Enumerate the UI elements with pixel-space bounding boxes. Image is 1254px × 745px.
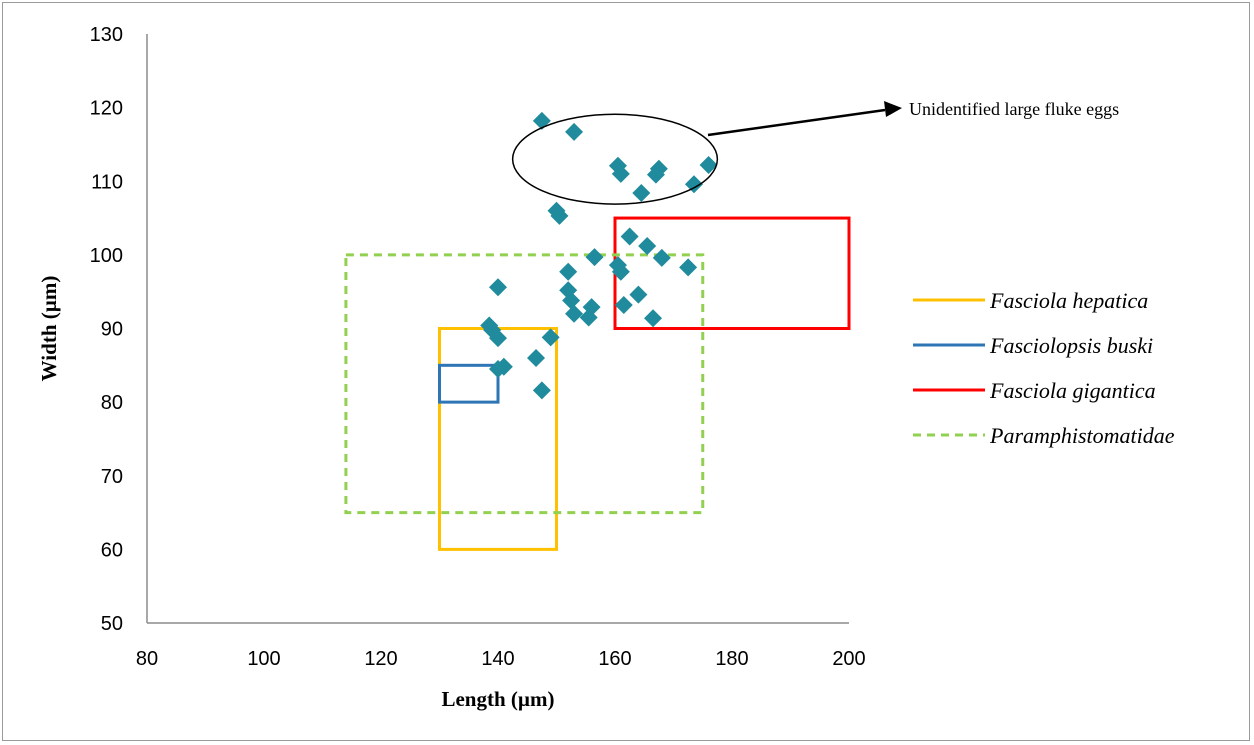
y-tick-label: 100 <box>90 245 123 267</box>
x-tick-label: 120 <box>364 648 397 670</box>
legend-label: Fasciola gigantica <box>989 378 1156 403</box>
data-point <box>565 304 584 323</box>
x-axis-title: Length (µm) <box>441 687 554 711</box>
data-point <box>644 309 663 328</box>
data-point <box>489 278 507 297</box>
y-tick-label: 90 <box>101 319 123 341</box>
data-point <box>646 165 665 184</box>
data-point <box>620 227 639 246</box>
y-tick-label: 80 <box>101 392 123 414</box>
data-point <box>541 328 560 347</box>
data-point <box>559 262 578 281</box>
data-point <box>585 248 604 267</box>
x-tick-label: 80 <box>136 648 158 670</box>
legend-label: Fasciolopsis buski <box>989 333 1153 358</box>
data-point <box>527 348 546 367</box>
y-tick-label: 50 <box>101 613 123 635</box>
data-point <box>629 285 648 304</box>
range-box-paramphistomatidae <box>344 253 705 515</box>
data-point <box>489 359 507 378</box>
data-point <box>611 262 630 281</box>
annotation-group: Unidentified large fluke eggs <box>511 99 1119 205</box>
x-tick-label: 180 <box>715 648 748 670</box>
data-point <box>562 291 581 310</box>
x-tick-label: 200 <box>832 648 865 670</box>
species-ranges <box>344 216 851 551</box>
data-point <box>679 258 698 277</box>
data-point <box>565 122 584 141</box>
data-point <box>614 295 633 314</box>
annotation-arrow-head <box>884 101 902 117</box>
data-points <box>480 111 718 400</box>
data-point <box>652 248 671 267</box>
range-box-fasciolopsis-buski <box>438 363 500 404</box>
legend-label: Paramphistomatidae <box>989 423 1175 448</box>
y-tick-label: 130 <box>90 24 123 46</box>
y-tick-label: 120 <box>90 98 123 120</box>
x-tick-label: 100 <box>247 648 280 670</box>
annotation-ellipse <box>511 113 719 205</box>
y-tick-label: 70 <box>101 466 123 488</box>
data-point <box>638 237 657 256</box>
data-point <box>699 156 718 175</box>
data-point <box>632 184 651 203</box>
x-tick-label: 140 <box>481 648 514 670</box>
data-point <box>684 175 703 194</box>
x-tick-label: 160 <box>598 648 631 670</box>
annotation-text: Unidentified large fluke eggs <box>909 99 1119 119</box>
annotation-arrow-line <box>707 108 886 137</box>
data-point <box>489 329 507 348</box>
data-point <box>579 308 598 327</box>
legend: Fasciola hepatica Fasciolopsis buski Fasci… <box>913 288 1175 448</box>
range-box-fasciola-gigantica <box>613 216 851 330</box>
data-point <box>550 206 569 225</box>
data-point <box>611 164 630 183</box>
data-point <box>532 381 551 400</box>
x-axis-ticks: 80 100 120 140 160 180 200 <box>136 648 866 670</box>
y-tick-label: 110 <box>91 171 123 193</box>
y-tick-label: 60 <box>101 539 123 561</box>
y-axis-title: Width (µm) <box>37 276 61 382</box>
legend-label: Fasciola hepatica <box>989 288 1148 313</box>
y-axis-ticks: 50 60 70 80 90 100 110 120 130 <box>90 24 123 635</box>
